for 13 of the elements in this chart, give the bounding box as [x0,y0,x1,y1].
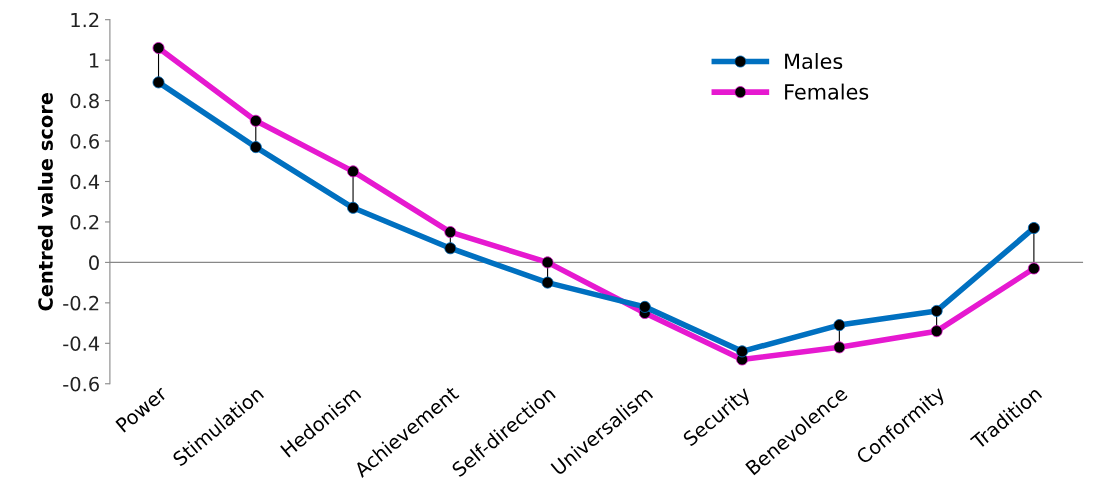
y-tick-label: -0.4 [63,336,100,351]
y-tick-label: 0.6 [70,134,99,149]
legend-label: Males [785,52,843,70]
y-tick-label: 0.8 [70,93,99,109]
y-tick-label: 0 [89,255,99,271]
y-tick-label: 1.2 [71,12,99,28]
y-tick-label: -0.6 [63,376,99,392]
y-tick-label: 1 [89,53,99,68]
y-tick-label: -0.2 [63,295,99,311]
y-tick-label: 0.2 [70,214,99,230]
y-axis-title: Centred value score [37,92,53,311]
legend-label: Females [785,83,869,100]
y-tick-label: 0.4 [70,174,100,190]
